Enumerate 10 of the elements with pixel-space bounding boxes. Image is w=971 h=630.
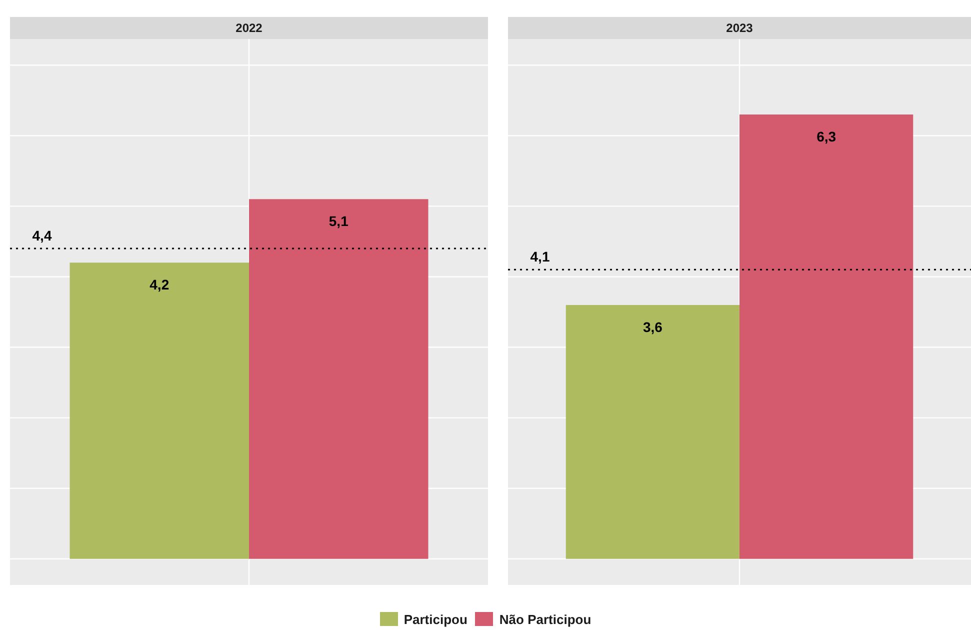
chart-title: 2022 xyxy=(10,17,488,39)
chart-title: 2023 xyxy=(508,17,971,39)
ref-line-label: 4,4 xyxy=(32,227,52,244)
data-label: 5,1 xyxy=(328,212,349,229)
legend-label: Participou xyxy=(402,612,468,627)
legend-label: Não Participou xyxy=(498,612,592,627)
data-label: 4,2 xyxy=(150,276,170,292)
data-label: 6,3 xyxy=(816,128,836,144)
data-label: 3,6 xyxy=(642,318,663,335)
ref-line-label: 4,1 xyxy=(530,248,550,265)
